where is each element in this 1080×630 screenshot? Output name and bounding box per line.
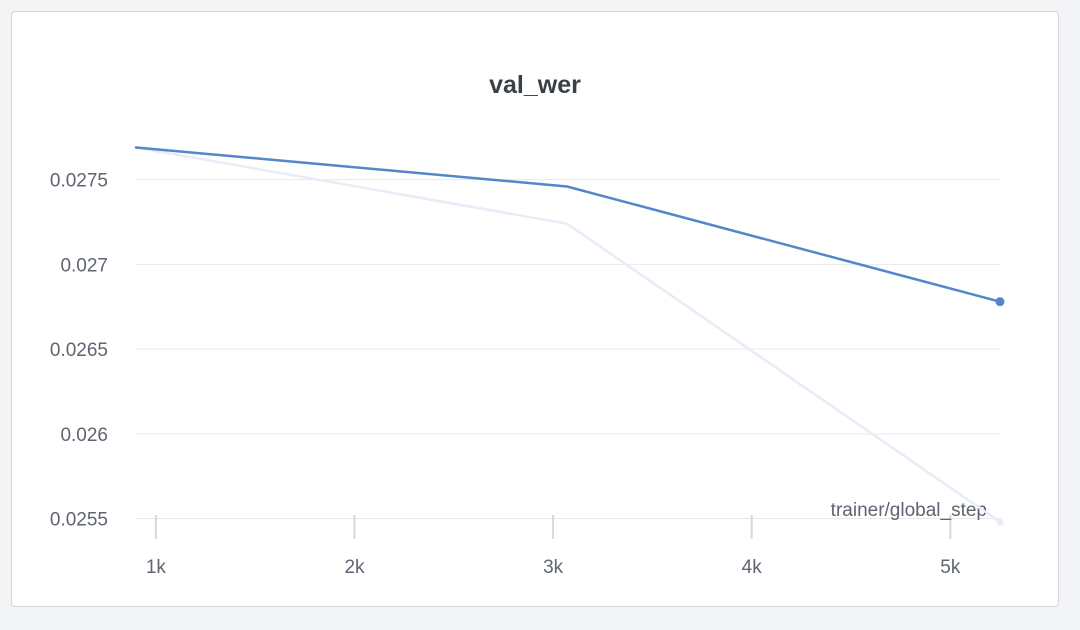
y-axis-ticks: 0.0255 0.026 0.0265 0.027 0.0275 xyxy=(50,171,108,531)
x-tick-label: 4k xyxy=(742,557,763,578)
x-axis-label: trainer/global_step xyxy=(831,500,987,521)
series-endpoint-smoothed[interactable] xyxy=(995,297,1005,307)
y-tick-label: 0.0265 xyxy=(50,340,108,361)
series-endpoint-raw[interactable] xyxy=(996,518,1004,526)
grid-lines xyxy=(136,179,1000,520)
y-tick-label: 0.027 xyxy=(60,255,108,276)
x-axis-ticks: 1k 2k 3k 4k 5k xyxy=(146,515,961,578)
x-tick-label: 3k xyxy=(543,557,564,578)
series-lines[interactable] xyxy=(134,146,1005,526)
x-tick-label: 5k xyxy=(940,557,961,578)
x-tick-label: 1k xyxy=(146,557,167,578)
y-tick-label: 0.0255 xyxy=(50,510,108,531)
y-tick-label: 0.026 xyxy=(60,425,108,446)
chart-title: val_wer xyxy=(489,71,581,99)
x-tick-label: 2k xyxy=(344,557,365,578)
series-line-smoothed[interactable] xyxy=(134,146,1002,303)
series-line-raw[interactable] xyxy=(134,146,1002,524)
y-tick-label: 0.0275 xyxy=(50,171,108,192)
chart-panel xyxy=(11,11,1059,607)
